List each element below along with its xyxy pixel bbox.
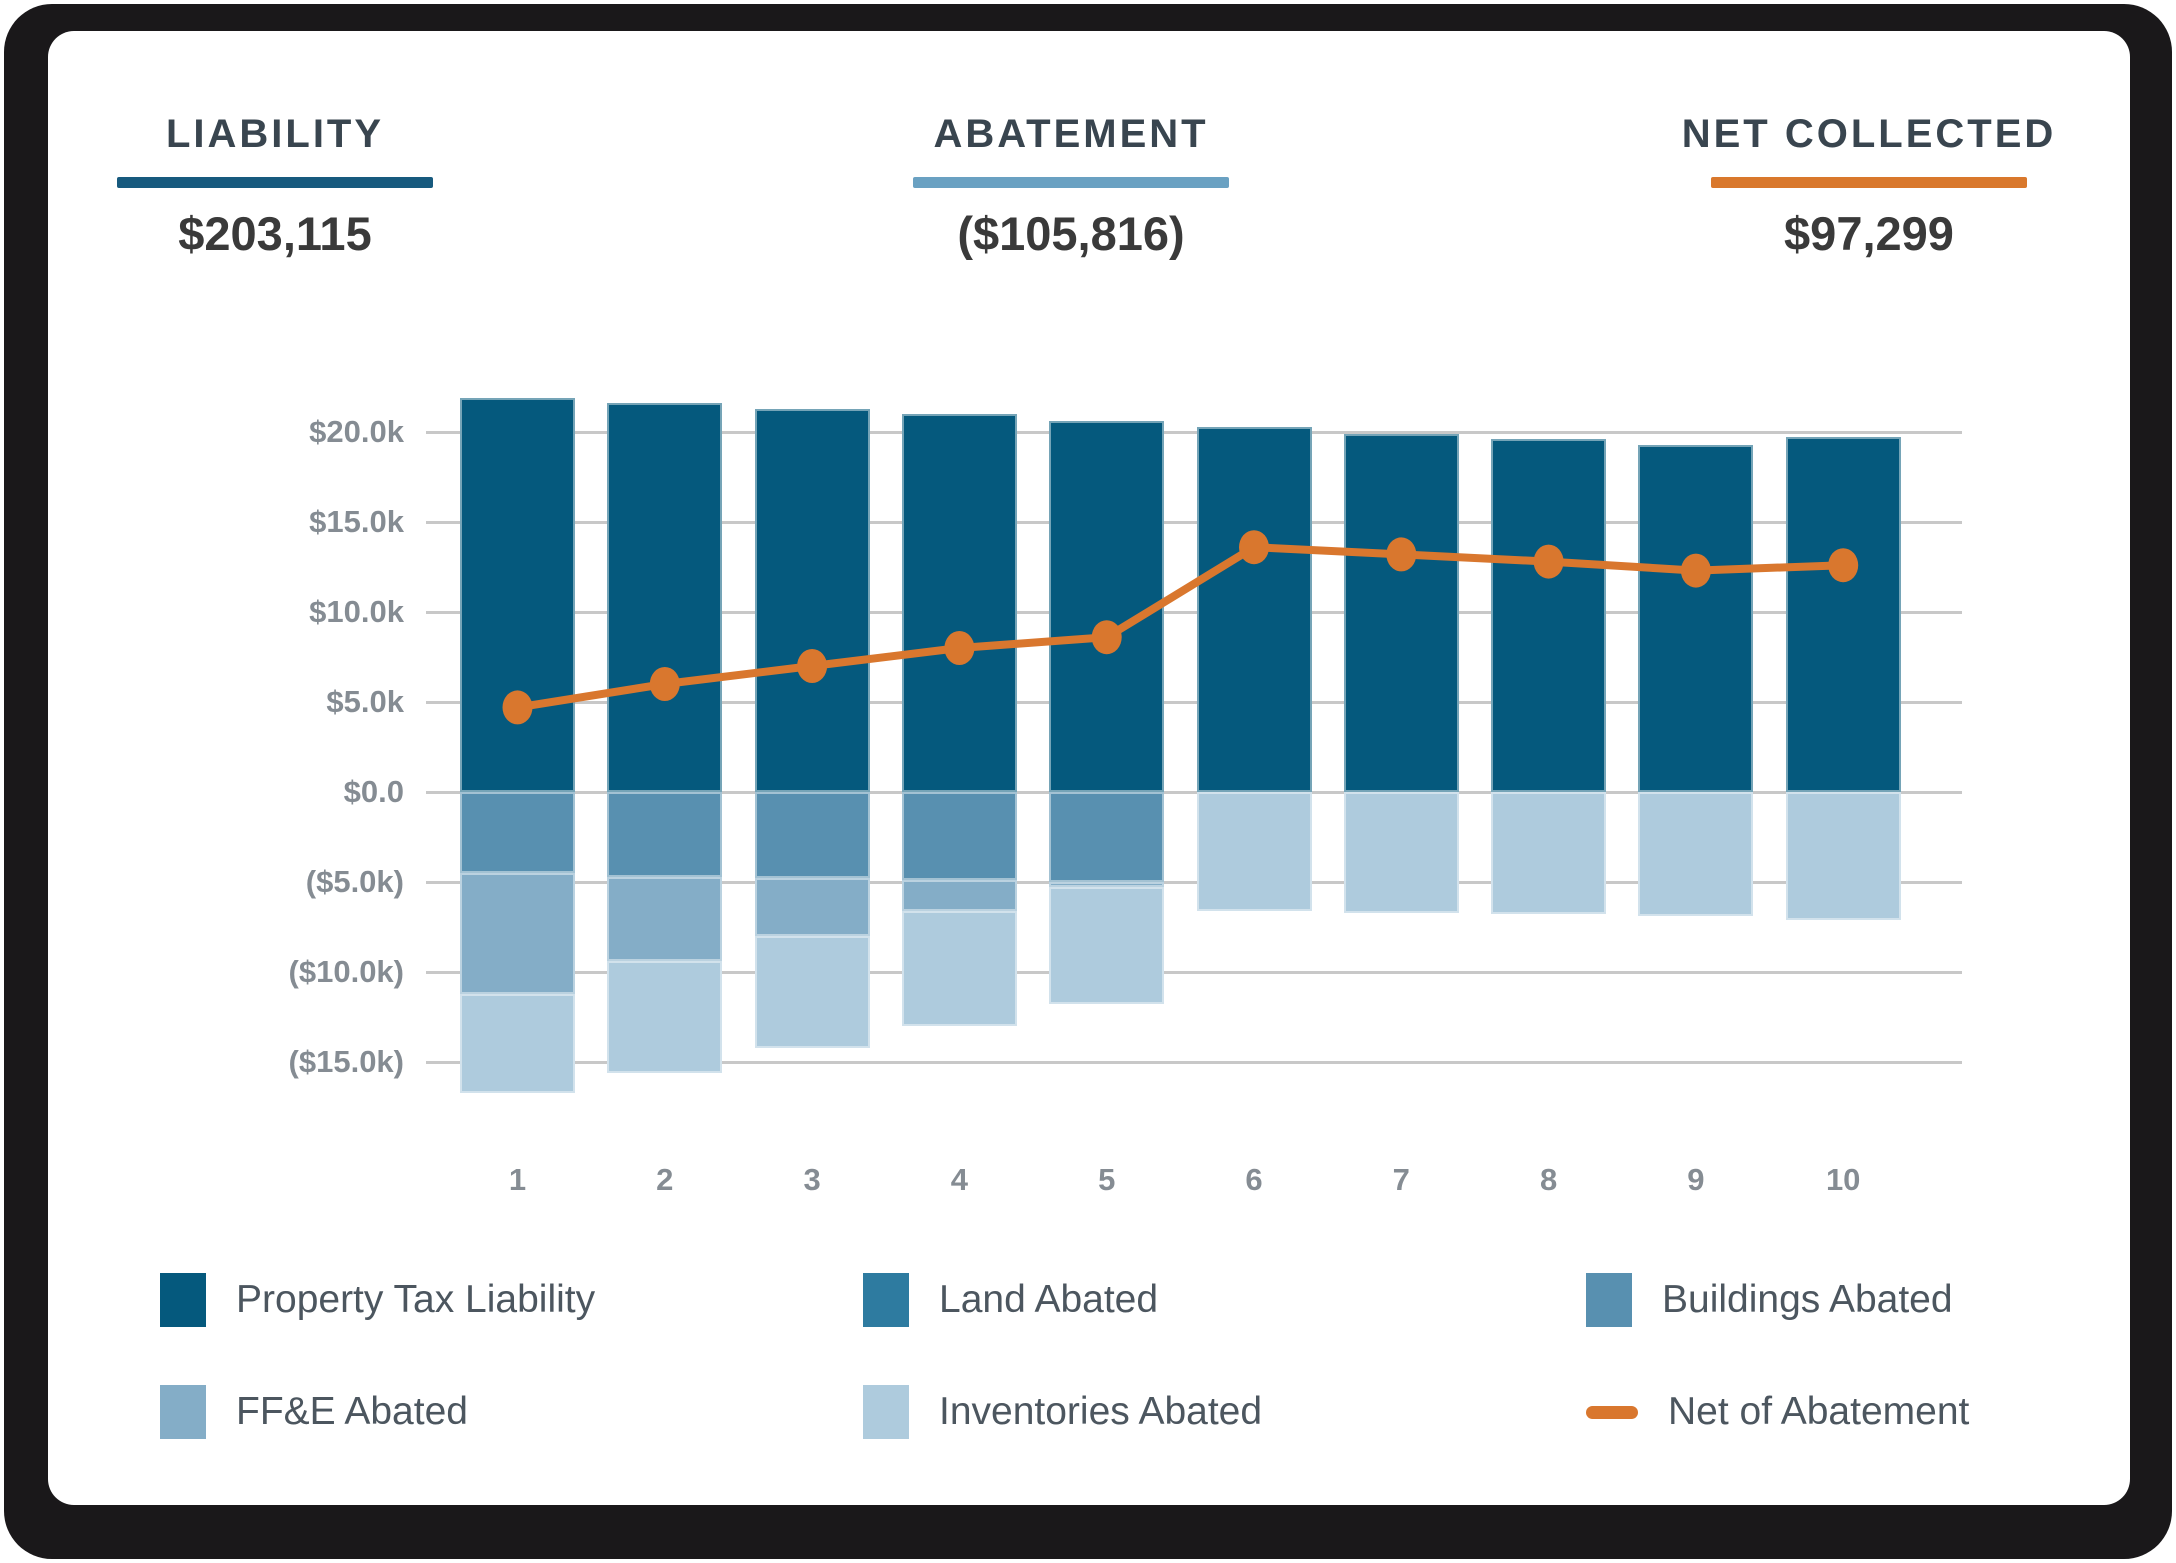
bar-segment-property-tax-liability <box>1196 426 1312 792</box>
legend-item-ff-e-abated[interactable]: FF&E Abated <box>160 1384 468 1440</box>
x-axis-tick-label: 10 <box>1825 1162 1861 1197</box>
legend-item-inventories-abated[interactable]: Inventories Abated <box>863 1384 1262 1440</box>
y-axis-tick-label: ($15.0k) <box>288 1044 404 1079</box>
bar-segment-property-tax-liability <box>1785 437 1901 792</box>
legend-color-swatch <box>160 1273 206 1327</box>
bar-segment-ff-e-abated <box>460 873 575 994</box>
legend-color-swatch <box>160 1385 206 1439</box>
y-axis-tick-label: $15.0k <box>309 504 404 539</box>
legend-item-property-tax-liability[interactable]: Property Tax Liability <box>160 1272 595 1328</box>
legend-item-net-of-abatement[interactable]: Net of Abatement <box>1586 1384 1969 1440</box>
legend-line-swatch <box>1586 1405 1638 1419</box>
y-axis-tick-label: ($5.0k) <box>305 864 404 899</box>
stat-liability: LIABILITY $203,115 <box>0 112 575 261</box>
bar-segment-buildings-abated <box>901 792 1017 881</box>
bar-segment-buildings-abated <box>460 792 575 873</box>
x-axis-tick-label: 1 <box>508 1162 527 1197</box>
x-axis-tick-label: 5 <box>1098 1162 1116 1197</box>
bar-segment-inventories-abated <box>1049 887 1165 1005</box>
bar-segment-inventories-abated <box>1491 792 1607 915</box>
stat-liability-value: $203,115 <box>178 207 372 260</box>
bar-segment-ff-e-abated <box>607 876 723 962</box>
gridline <box>426 971 1962 974</box>
bar-segment-property-tax-liability <box>460 397 575 792</box>
stat-net-collected-underline <box>1711 177 2027 188</box>
stat-abatement-label: ABATEMENT <box>933 112 1209 156</box>
bar-segment-inventories-abated <box>607 961 723 1073</box>
bar-segment-inventories-abated <box>1785 792 1901 920</box>
y-axis-tick-label: ($10.0k) <box>288 954 404 989</box>
bar-segment-buildings-abated <box>1049 792 1165 882</box>
bar-segment-property-tax-liability <box>1638 444 1754 792</box>
stat-liability-label: LIABILITY <box>165 112 385 156</box>
bar-segment-property-tax-liability <box>901 414 1017 792</box>
bar-segment-buildings-abated <box>754 792 870 879</box>
bar-segment-ff-e-abated <box>754 878 870 936</box>
bar-segment-inventories-abated <box>901 910 1017 1026</box>
x-axis-tick-label: 4 <box>950 1162 969 1197</box>
y-axis-tick-label: $0.0 <box>343 774 404 809</box>
y-axis-tick-label: $10.0k <box>309 594 404 629</box>
stat-net-collected-label: NET COLLECTED <box>1681 112 2057 156</box>
x-axis-tick-label: 9 <box>1687 1162 1705 1197</box>
y-axis-tick-label: $20.0k <box>309 414 404 449</box>
stat-net-collected-value: $97,299 <box>1784 207 1954 260</box>
legend-color-swatch <box>863 1385 909 1439</box>
x-axis-tick-label: 6 <box>1245 1162 1263 1197</box>
y-axis-tick-label: $5.0k <box>326 684 404 719</box>
bar-segment-inventories-abated <box>1638 792 1754 917</box>
bar-segment-property-tax-liability <box>607 403 723 792</box>
x-axis-tick-label: 8 <box>1539 1162 1558 1197</box>
gridline <box>426 431 1962 434</box>
x-axis-tick-label: 2 <box>656 1162 674 1197</box>
bar-segment-inventories-abated <box>1343 792 1459 913</box>
legend-item-label: FF&E Abated <box>236 1390 468 1433</box>
bar-segment-buildings-abated <box>607 792 723 877</box>
legend-item-label: Net of Abatement <box>1668 1390 1970 1433</box>
bar-segment-property-tax-liability <box>1049 421 1165 792</box>
legend-item-label: Buildings Abated <box>1662 1278 1953 1321</box>
bar-segment-property-tax-liability <box>1491 439 1607 792</box>
gridline <box>426 521 1962 524</box>
gridline <box>426 791 1962 794</box>
bar-segment-property-tax-liability <box>1343 433 1459 792</box>
gridline <box>426 1061 1962 1064</box>
x-axis-tick-label: 3 <box>803 1162 821 1197</box>
legend-color-swatch <box>1586 1273 1632 1327</box>
legend-item-label: Land Abated <box>939 1278 1159 1321</box>
bar-segment-inventories-abated <box>460 993 575 1093</box>
bar-segment-ff-e-abated <box>1049 882 1165 888</box>
stat-liability-underline <box>117 177 433 188</box>
stat-net-collected: NET COLLECTED $97,299 <box>1569 112 2169 261</box>
gridline <box>426 881 1962 884</box>
x-axis-tick-label: 7 <box>1392 1162 1410 1197</box>
stat-abatement-underline <box>913 177 1229 188</box>
stat-abatement: ABATEMENT ($105,816) <box>771 112 1371 261</box>
legend-item-land-abated[interactable]: Land Abated <box>863 1272 1158 1328</box>
legend-color-swatch <box>863 1273 909 1327</box>
legend-item-label: Property Tax Liability <box>236 1278 596 1321</box>
bar-segment-inventories-abated <box>754 936 870 1048</box>
legend-item-label: Inventories Abated <box>939 1390 1263 1433</box>
stat-abatement-value: ($105,816) <box>957 207 1185 260</box>
legend-item-buildings-abated[interactable]: Buildings Abated <box>1586 1272 1953 1328</box>
bar-segment-inventories-abated <box>1196 792 1312 911</box>
bar-segment-property-tax-liability <box>754 408 870 792</box>
bar-segment-ff-e-abated <box>901 880 1017 911</box>
